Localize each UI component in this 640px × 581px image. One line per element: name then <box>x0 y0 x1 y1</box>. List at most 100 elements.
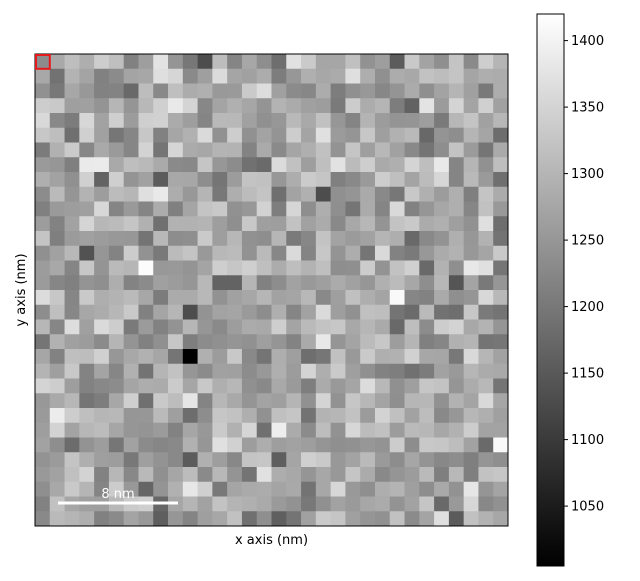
heatmap-cell <box>315 68 332 84</box>
heatmap-cell <box>241 216 258 232</box>
heatmap-cell <box>478 98 494 114</box>
heatmap-cell <box>315 54 332 70</box>
heatmap-cell <box>123 304 139 320</box>
heatmap-cell <box>79 408 95 424</box>
heatmap-cell <box>301 245 317 261</box>
heatmap-image <box>35 54 509 527</box>
heatmap-cell <box>419 349 435 365</box>
heatmap-cell <box>448 68 465 84</box>
heatmap-cell <box>463 334 479 350</box>
heatmap-cell <box>153 68 169 84</box>
heatmap-cell <box>108 290 125 306</box>
heatmap-cell <box>419 378 435 394</box>
heatmap-cell <box>301 54 317 70</box>
heatmap-cell <box>49 157 65 173</box>
y-axis-label: y axis (nm) <box>14 253 29 326</box>
heatmap-cell <box>35 422 51 438</box>
heatmap-cell <box>404 172 420 188</box>
heatmap-cell <box>374 378 391 394</box>
heatmap-cell <box>79 290 95 306</box>
heatmap-cell <box>374 422 391 438</box>
heatmap-cell <box>138 231 154 247</box>
heatmap-cell <box>478 496 494 512</box>
heatmap-cell <box>286 393 302 409</box>
heatmap-cell <box>241 201 258 217</box>
heatmap-cell <box>419 142 435 158</box>
heatmap-cell <box>108 201 125 217</box>
heatmap-cell <box>35 142 51 158</box>
heatmap-cell <box>227 334 243 350</box>
heatmap-cell <box>360 481 376 497</box>
heatmap-cell <box>212 511 228 527</box>
heatmap-cell <box>404 481 420 497</box>
heatmap-cell <box>360 437 376 453</box>
heatmap-cell <box>271 142 287 158</box>
heatmap-cell <box>256 481 272 497</box>
heatmap-cell <box>271 172 287 188</box>
heatmap-cell <box>434 378 450 394</box>
heatmap-cell <box>64 452 80 468</box>
heatmap-cell <box>212 408 228 424</box>
heatmap-cell <box>478 54 494 70</box>
heatmap-cell <box>64 304 80 320</box>
heatmap-cell <box>493 68 509 84</box>
heatmap-cell <box>197 437 213 453</box>
heatmap-cell <box>286 260 302 276</box>
heatmap-cell <box>153 452 169 468</box>
heatmap-cell <box>419 113 435 129</box>
heatmap-cell <box>35 496 51 512</box>
heatmap-cell <box>79 334 95 350</box>
heatmap-cell <box>463 290 479 306</box>
heatmap-cell <box>153 437 169 453</box>
heatmap-cell <box>389 408 405 424</box>
heatmap-cell <box>241 290 258 306</box>
heatmap-cell <box>227 290 243 306</box>
heatmap-cell <box>271 349 287 365</box>
heatmap-cell <box>79 275 95 291</box>
heatmap-cell <box>108 113 125 129</box>
heatmap-cell <box>79 142 95 158</box>
heatmap-cell <box>301 201 317 217</box>
heatmap-cell <box>330 408 346 424</box>
heatmap-cell <box>138 157 154 173</box>
heatmap-cell <box>138 186 154 202</box>
heatmap-cell <box>389 245 405 261</box>
heatmap-cell <box>212 363 228 379</box>
heatmap-cell <box>404 437 420 453</box>
heatmap-cell <box>478 113 494 129</box>
heatmap-cell <box>419 245 435 261</box>
heatmap-cell <box>478 304 494 320</box>
heatmap-cell <box>271 275 287 291</box>
heatmap-cell <box>241 113 258 129</box>
heatmap-cell <box>404 113 420 129</box>
heatmap-cell <box>360 511 376 527</box>
heatmap-cell <box>315 245 332 261</box>
heatmap-cell <box>49 437 65 453</box>
selection-marker[interactable] <box>35 54 51 70</box>
heatmap-cell <box>241 363 258 379</box>
heatmap-cell <box>374 98 391 114</box>
heatmap-cell <box>286 201 302 217</box>
heatmap-cell <box>108 98 125 114</box>
heatmap-cell <box>153 98 169 114</box>
heatmap-cell <box>330 290 346 306</box>
heatmap-cell <box>35 408 51 424</box>
heatmap-cell <box>227 422 243 438</box>
heatmap-cell <box>108 186 125 202</box>
heatmap-cell <box>227 157 243 173</box>
heatmap-cell <box>94 68 110 84</box>
heatmap-cell <box>389 422 405 438</box>
heatmap-cell <box>197 481 213 497</box>
heatmap-cell <box>389 142 405 158</box>
heatmap-cell <box>315 172 332 188</box>
heatmap-cell <box>64 437 80 453</box>
heatmap-cell <box>271 304 287 320</box>
heatmap-cell <box>330 275 346 291</box>
heatmap-cell <box>434 54 450 70</box>
heatmap-cell <box>241 260 258 276</box>
heatmap-cell <box>94 245 110 261</box>
heatmap-cell <box>227 496 243 512</box>
heatmap-cell <box>123 481 139 497</box>
heatmap-cell <box>345 437 361 453</box>
